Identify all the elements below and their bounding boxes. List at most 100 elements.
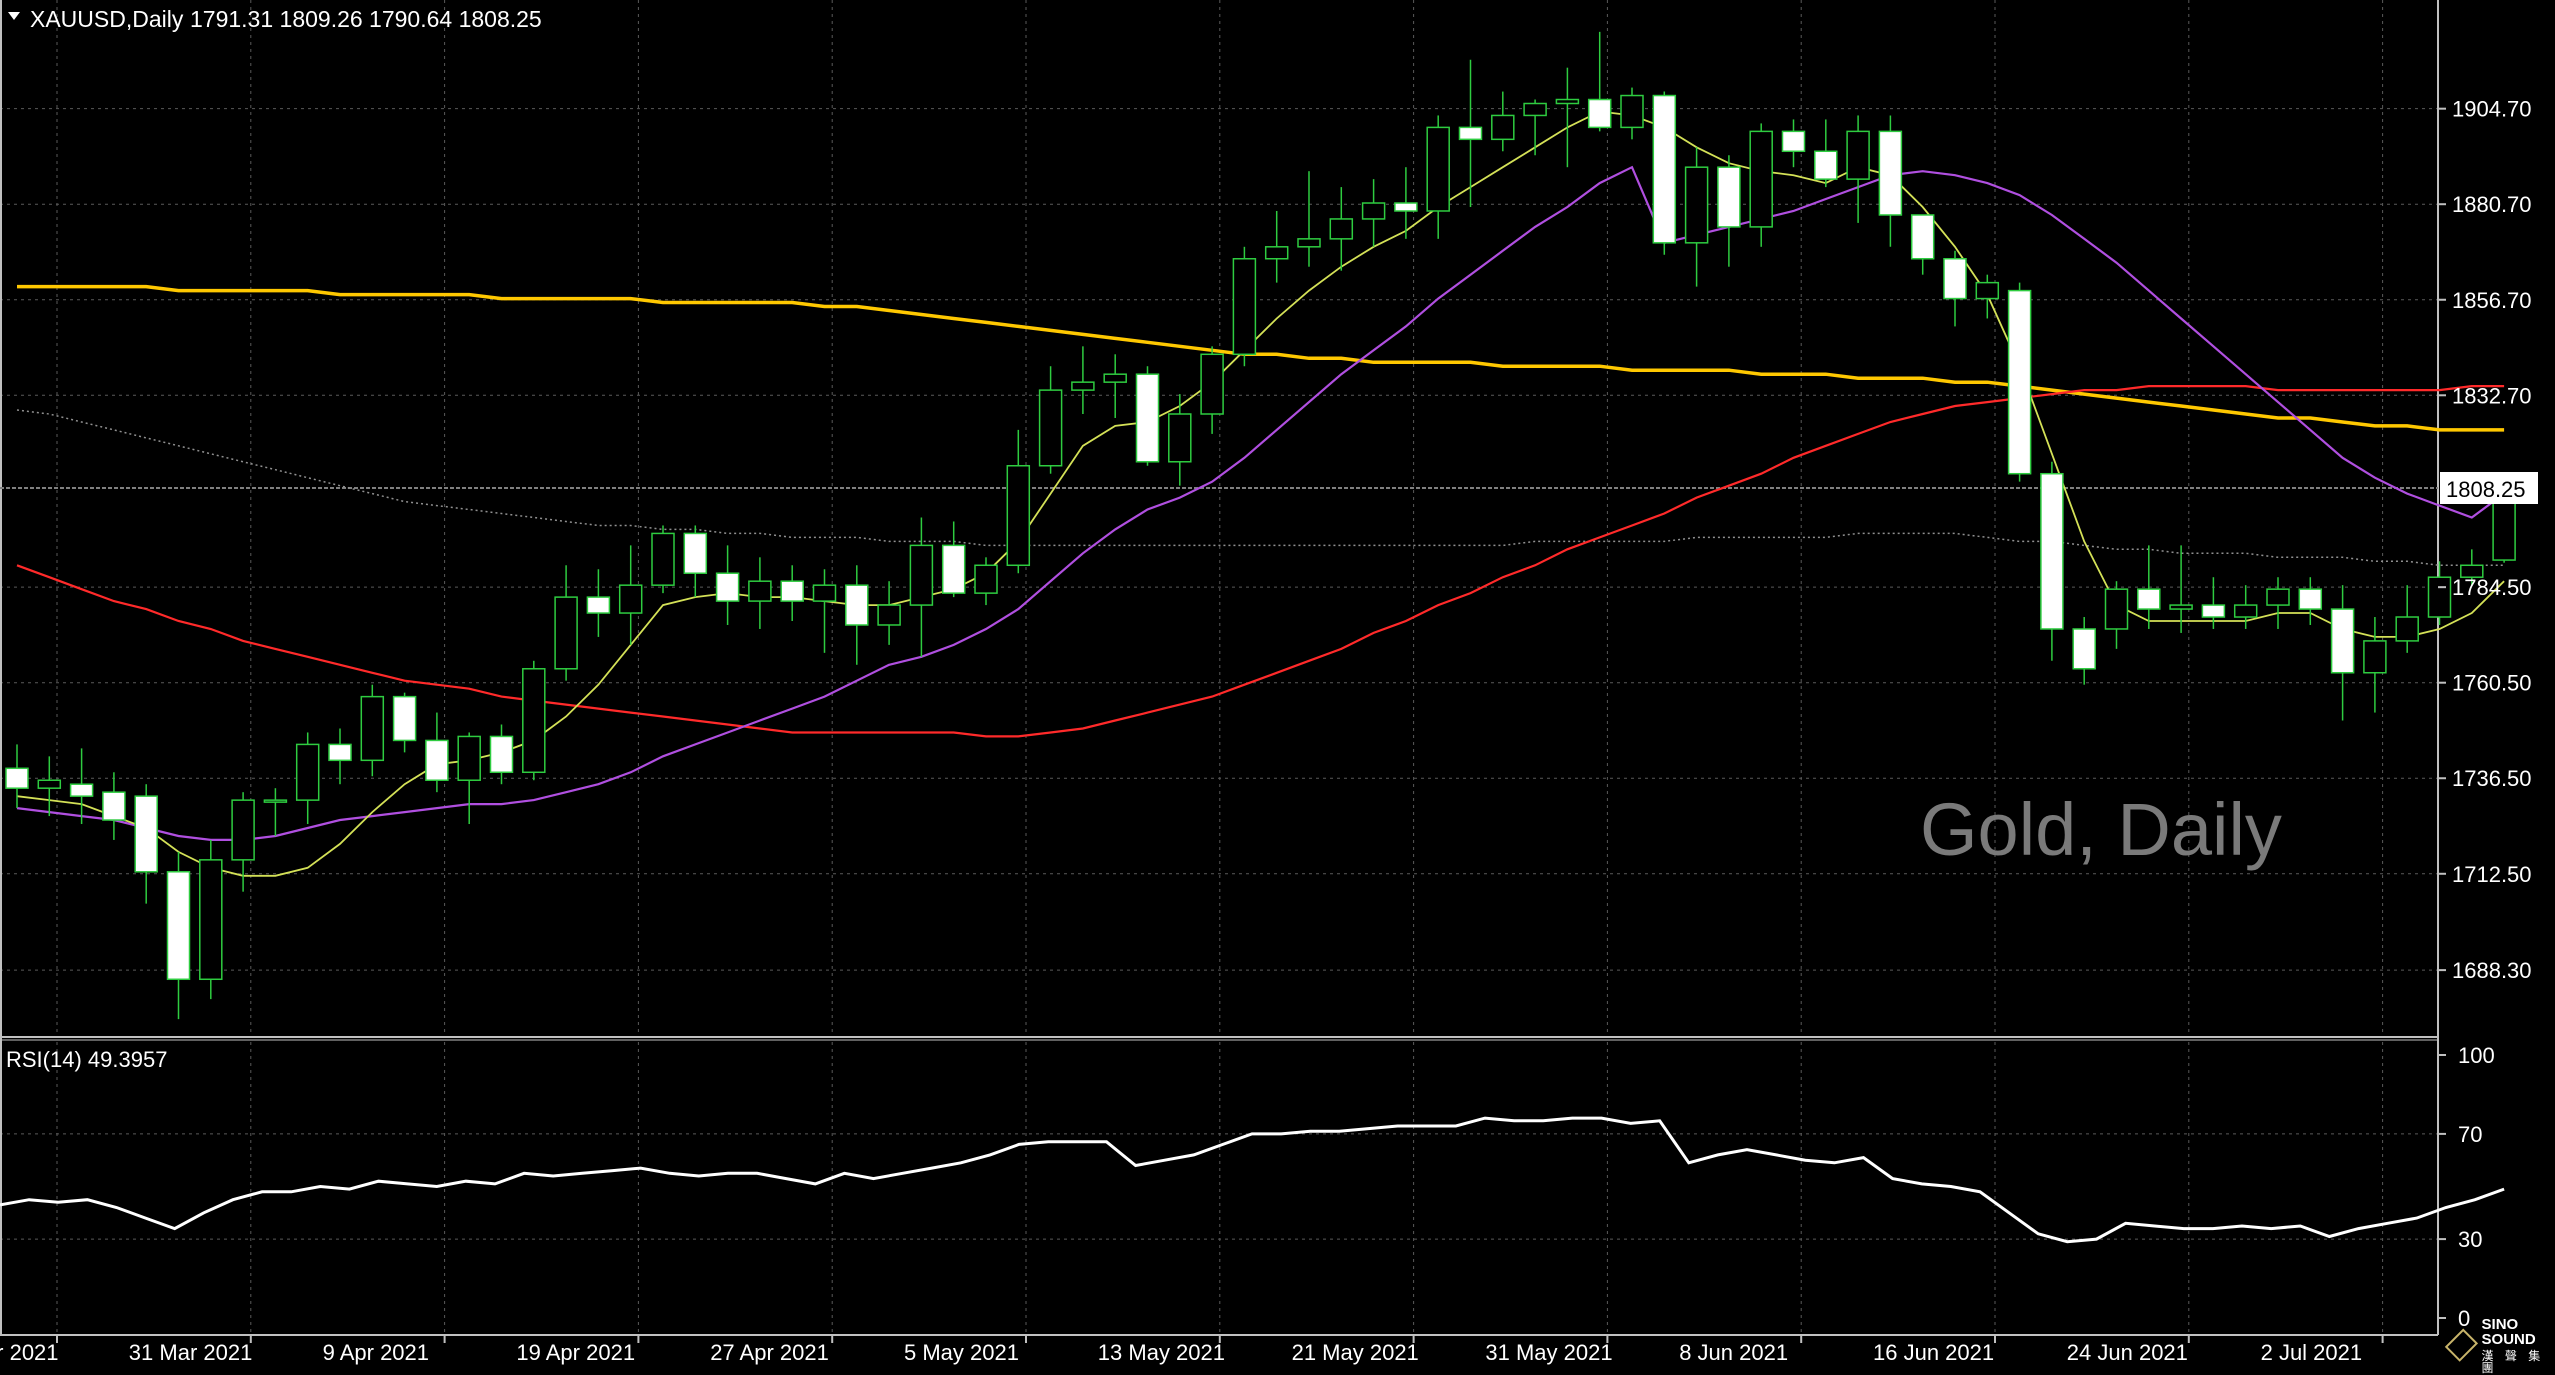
candle [845, 565, 869, 665]
candle-body [5, 767, 29, 789]
time-tick-label: 16 Jun 2021 [1873, 1340, 1994, 1365]
candle-body [2007, 289, 2032, 475]
candle-body [1071, 381, 1095, 391]
candle-body [1846, 130, 1870, 180]
candle-body [2330, 608, 2355, 674]
rsi-tick-label: 70 [2458, 1122, 2482, 1147]
rsi-tick-label: 30 [2458, 1227, 2482, 1252]
candle [1684, 147, 1709, 287]
ma-dotted-line [16, 409, 2505, 567]
time-tick-label: 23 Mar 2021 [0, 1340, 59, 1365]
candle [941, 521, 966, 598]
candle-body [715, 572, 740, 602]
candle-body [37, 779, 62, 789]
candle-body [457, 735, 481, 781]
main-grid [0, 0, 2438, 1035]
candle [166, 851, 191, 1020]
price-tick-label: 1880.70 [2452, 192, 2532, 217]
caret-down-icon[interactable] [8, 12, 20, 20]
candle [812, 569, 837, 653]
candle [360, 684, 385, 777]
candle [1814, 119, 1838, 188]
candle [2233, 585, 2258, 629]
candle [2266, 577, 2290, 629]
candle-body [231, 799, 255, 861]
candle [554, 565, 578, 681]
candle-body [2169, 604, 2193, 610]
candle-body [1749, 130, 1773, 228]
time-tick-label: 31 Mar 2021 [129, 1340, 253, 1365]
candle-body [2427, 576, 2452, 618]
ohlc-values: 1791.31 1809.26 1790.64 1808.25 [190, 6, 542, 32]
time-tick-label: 21 May 2021 [1292, 1340, 1419, 1365]
candle-body [1006, 465, 1031, 567]
time-tick-label: 13 May 2021 [1098, 1340, 1225, 1365]
candle [489, 724, 514, 785]
candle [2169, 545, 2193, 633]
candle-body [295, 743, 320, 801]
candle-body [1587, 98, 1612, 129]
candle-body [1652, 94, 1677, 244]
candle [1620, 87, 1644, 140]
time-tick-label: 31 May 2021 [1485, 1340, 1612, 1365]
time-tick-label: 2 Jul 2021 [2261, 1340, 2363, 1365]
candle-body [1943, 258, 1967, 300]
candle [1264, 210, 1289, 283]
candle [1232, 246, 1257, 367]
candle [2072, 617, 2096, 685]
candle [2104, 581, 2129, 649]
candle-body [683, 532, 708, 574]
rsi-tick-label: 100 [2458, 1043, 2495, 1068]
candle-body [845, 584, 869, 626]
candle [1297, 171, 1321, 267]
candle-body [1361, 202, 1386, 220]
rsi-line [0, 1116, 2505, 1244]
candle [1168, 394, 1192, 486]
candle [2040, 461, 2064, 661]
candle [1071, 346, 1095, 414]
time-tick-label: 24 Jun 2021 [2067, 1340, 2188, 1365]
candle [1910, 214, 1935, 275]
candle [877, 581, 901, 645]
price-axis: 1904.70 1880.70 1856.70 1832.70 1784.50 1760.… [2438, 97, 2532, 983]
candle [748, 557, 772, 629]
candle [2298, 577, 2323, 625]
candle [522, 660, 546, 781]
candle-body [812, 584, 837, 602]
candlesticks [5, 31, 2516, 1020]
candle-body [586, 596, 611, 614]
candle [1006, 429, 1031, 574]
rsi-grid [0, 1042, 2438, 1333]
candle [457, 732, 481, 825]
candle-body [2363, 640, 2387, 674]
candle-body [1394, 202, 1418, 212]
candle [780, 565, 804, 621]
candle-body [974, 564, 998, 594]
time-tick-label: 27 Apr 2021 [710, 1340, 829, 1365]
candle-body [134, 795, 158, 873]
price-tick-label: 1712.50 [2452, 862, 2532, 887]
candle [909, 517, 934, 657]
candle-body [2233, 604, 2258, 618]
candle-body [1329, 218, 1354, 240]
candle-body [1781, 130, 1806, 153]
rsi-label: RSI(14) 49.3957 [6, 1047, 167, 1072]
rsi-tick-label: 0 [2458, 1306, 2470, 1331]
candle-body [2460, 564, 2484, 578]
candle-body [2137, 588, 2161, 610]
candle [1329, 187, 1354, 271]
candle-body [1297, 238, 1321, 248]
candle [1652, 91, 1677, 255]
candle-body [1684, 166, 1709, 244]
candle [1361, 179, 1386, 247]
candle-body [2040, 472, 2064, 630]
candle-body [166, 871, 191, 981]
candle-body [328, 743, 352, 762]
candle [231, 792, 255, 892]
candle-body [909, 544, 934, 606]
price-tag: 1808.25 [2440, 472, 2538, 504]
price-tick-label: 1688.30 [2452, 958, 2532, 983]
candle-body [1038, 389, 1063, 467]
candle [2330, 585, 2355, 721]
